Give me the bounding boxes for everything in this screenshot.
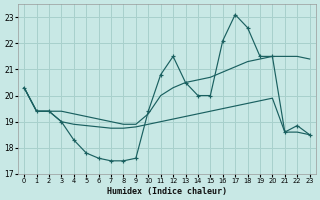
X-axis label: Humidex (Indice chaleur): Humidex (Indice chaleur) (107, 187, 227, 196)
